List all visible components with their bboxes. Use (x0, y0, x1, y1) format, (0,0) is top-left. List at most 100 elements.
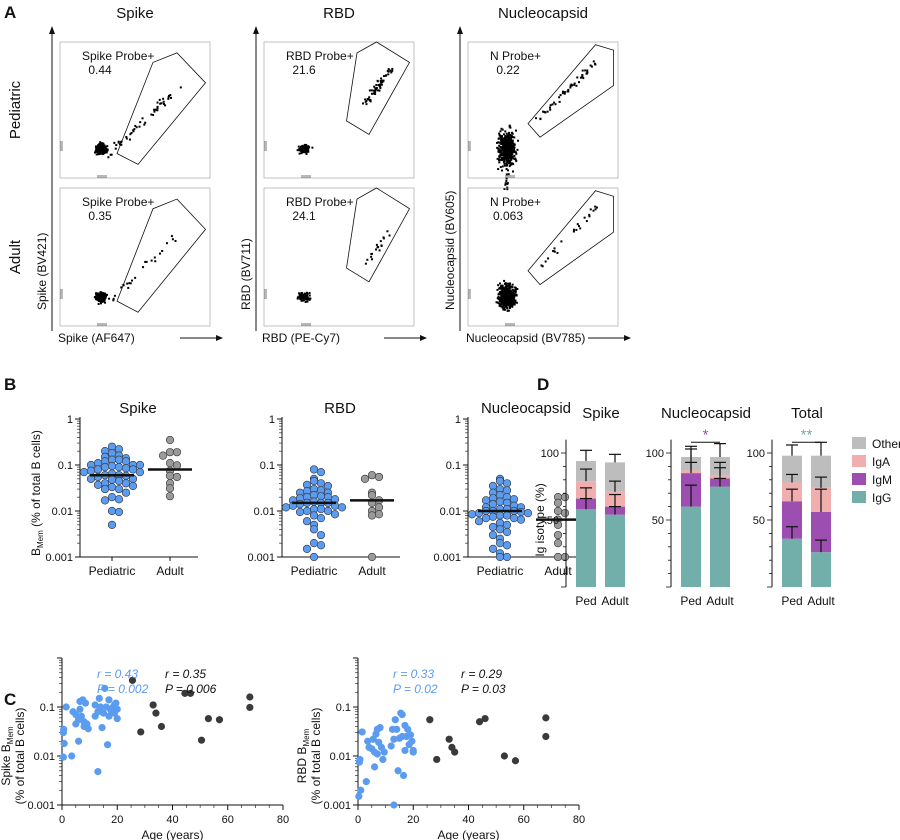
flow-event-dot (501, 128, 504, 131)
flow-event-dot (370, 89, 373, 92)
flow-event-dot (497, 296, 500, 299)
flow-event-dot (508, 290, 511, 293)
x-tick-label: 80 (573, 814, 585, 826)
flow-event-dot (364, 98, 367, 101)
data-point-pediatric (316, 504, 326, 514)
data-point-pediatric (309, 465, 319, 474)
flow-event-dot (560, 240, 563, 243)
flow-event-dot (563, 91, 566, 94)
flow-event-dot (508, 141, 511, 144)
flow-event-dot (511, 305, 514, 308)
flow-event-dot (161, 249, 164, 252)
plot-title-rbd: RBD (324, 400, 356, 417)
flow-event-dot (106, 293, 109, 296)
gate-label: Spike Probe+ (82, 195, 154, 209)
flow-event-dot (105, 151, 108, 154)
flow-event-dot (503, 142, 506, 145)
data-point-adult (215, 716, 224, 724)
flow-event-dot (503, 160, 506, 163)
flow-event-dot (504, 156, 507, 159)
flow-event-dot (506, 309, 509, 312)
data-point-pediatric (60, 739, 68, 748)
flow-event-dot (506, 289, 509, 292)
flow-event-dot (505, 147, 508, 150)
flow-event-dot (139, 121, 142, 124)
arrow-right-icon (216, 335, 223, 341)
flow-event-dot (577, 225, 580, 228)
data-point-adult (433, 755, 441, 764)
flow-event-dot (503, 148, 506, 151)
y-tick-label: 1 (455, 414, 461, 426)
flow-event-dot (311, 146, 314, 149)
flow-event-dot (511, 152, 514, 155)
flow-event-dot (511, 296, 514, 299)
flow-event-dot (504, 287, 507, 290)
flow-event-dot (101, 293, 104, 296)
flow-event-dot (503, 282, 506, 285)
flow-event-dot (299, 293, 302, 296)
data-point-adult (197, 736, 206, 744)
flow-event-dot (99, 297, 102, 300)
flow-event-dot (158, 98, 161, 101)
data-point-adult (426, 716, 434, 724)
flow-event-dot (498, 144, 501, 147)
row-label-adult: Adult (7, 239, 24, 274)
data-point-pediatric (309, 476, 319, 486)
plot-title-nucleocapsid: Nucleocapsid (661, 405, 751, 422)
flow-event-dot (498, 302, 501, 305)
legend-swatch-igg (852, 491, 866, 503)
x-tick-label: 80 (277, 814, 289, 826)
data-point-pediatric (495, 497, 505, 506)
flow-event-dot (512, 142, 515, 145)
gate-polygon (527, 190, 614, 286)
flow-event-dot (143, 123, 146, 126)
flow-event-dot (306, 300, 309, 303)
flow-event-dot (153, 110, 156, 113)
flow-event-dot (505, 168, 508, 171)
flow-event-dot (506, 302, 509, 305)
data-point-adult (560, 493, 570, 502)
flow-event-dot (302, 294, 305, 297)
data-point-pediatric (114, 476, 124, 486)
flow-event-dot (502, 294, 505, 297)
flow-event-dot (573, 83, 576, 86)
y-tick-label: 100 (541, 448, 559, 460)
flow-event-dot (581, 75, 584, 78)
flow-event-dot (367, 98, 370, 101)
flow-event-dot (502, 304, 505, 307)
flow-event-dot (508, 287, 511, 290)
flow-event-dot (103, 295, 106, 298)
flow-event-dot (510, 298, 513, 301)
flow-event-dot (512, 302, 515, 305)
flow-event-dot (508, 295, 511, 298)
flow-event-dot (500, 139, 503, 142)
data-point-pediatric (488, 544, 498, 553)
flow-event-dot (296, 149, 299, 152)
flow-event-dot (506, 154, 509, 157)
flow-event-dot (509, 303, 512, 306)
flow-event-dot (372, 92, 375, 95)
flow-event-dot (380, 244, 383, 247)
flow-event-dot (503, 151, 506, 154)
data-point-adult (553, 539, 563, 548)
data-point-adult (165, 471, 175, 480)
data-point-pediatric (107, 520, 117, 529)
flow-event-dot (508, 296, 511, 299)
flow-event-dot (306, 298, 309, 301)
flow-event-dot (498, 156, 501, 159)
bar-segment-igg (576, 509, 596, 587)
flow-event-dot (509, 302, 512, 305)
flow-event-dot (101, 145, 104, 148)
flow-event-dot (303, 145, 306, 148)
data-point-pediatric (370, 763, 379, 771)
flow-event-dot (496, 157, 499, 160)
flow-event-dot (302, 146, 305, 149)
flow-event-dot (156, 107, 159, 110)
flow-event-dot (305, 143, 308, 146)
flow-event-dot (372, 89, 375, 92)
y-tick-label: 100 (747, 448, 765, 460)
flow-event-dot (497, 293, 500, 296)
flow-event-dot (570, 84, 573, 87)
stat-p-all: P = 0.006 (165, 682, 217, 696)
flow-event-dot (125, 137, 128, 140)
